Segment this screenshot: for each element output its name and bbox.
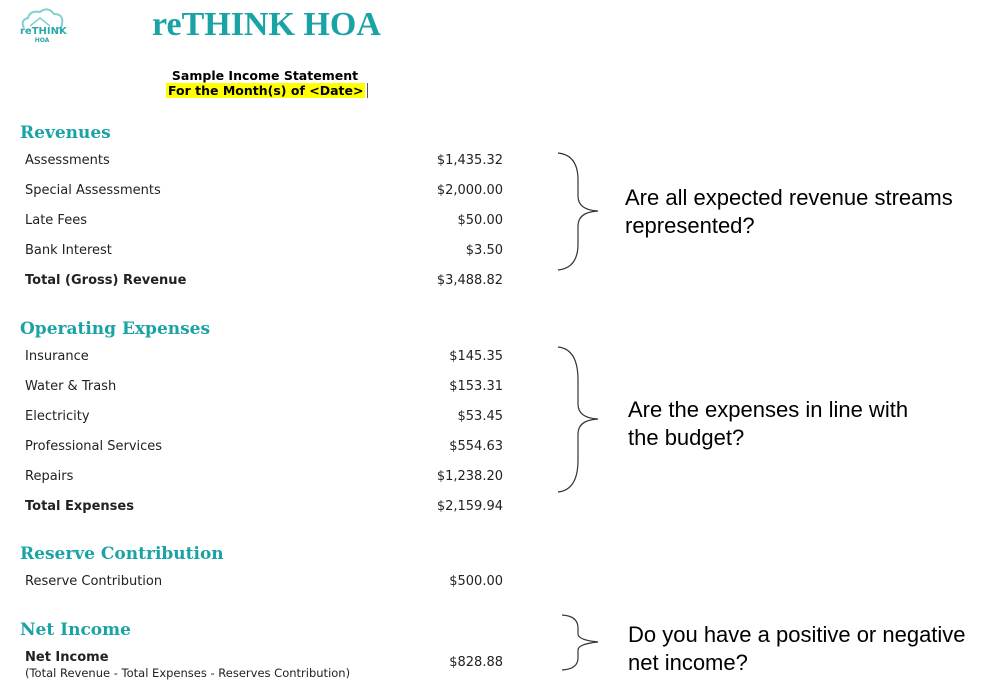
expense-value: $145.35 [449, 349, 503, 364]
expense-label: Water & Trash [25, 379, 117, 394]
revenue-value: $1,435.32 [436, 153, 503, 168]
brace-icon [561, 614, 599, 671]
revenue-label: Special Assessments [25, 183, 161, 198]
expense-value: $153.31 [449, 379, 503, 394]
statement-title: Sample Income Statement [171, 68, 359, 83]
revenue-note: Are all expected revenue streams represen… [625, 185, 953, 238]
total-expenses-value: $2,159.94 [436, 499, 503, 514]
text-cursor [367, 83, 368, 98]
revenue-label: Late Fees [25, 213, 87, 228]
logo-cloud-icon [21, 8, 64, 29]
reserve-value: $500.00 [449, 574, 503, 589]
expense-label: Professional Services [25, 439, 163, 454]
expenses-note: Are the expenses in line with the budget? [628, 397, 909, 450]
brace-icon [557, 152, 599, 271]
expenses-heading: Operating Expenses [20, 319, 211, 339]
net-income-formula: (Total Revenue - Total Expenses - Reserv… [25, 666, 351, 680]
logo-text: reTHINK HOA [20, 26, 67, 45]
revenue-value: $2,000.00 [436, 183, 503, 198]
expense-value: $1,238.20 [436, 469, 503, 484]
revenues-heading: Revenues [20, 123, 111, 143]
revenue-label: Bank Interest [25, 243, 112, 258]
net-income-heading: Net Income [20, 620, 131, 640]
net-income-label: Net Income [25, 650, 109, 665]
expense-label: Insurance [25, 349, 89, 364]
expense-label: Electricity [25, 409, 90, 424]
expense-label: Repairs [25, 469, 74, 484]
total-expenses-label: Total Expenses [25, 499, 134, 514]
total-revenue-value: $3,488.82 [436, 273, 503, 288]
net-income-note: Do you have a positive or negative net in… [628, 622, 966, 675]
brand-title: reTHINK HOA [152, 6, 381, 43]
revenue-value: $50.00 [457, 213, 504, 228]
reserve-heading: Reserve Contribution [20, 544, 224, 564]
expense-value: $53.45 [457, 409, 504, 424]
net-income-value: $828.88 [449, 655, 503, 670]
revenue-label: Assessments [25, 153, 110, 168]
brace-icon [557, 346, 599, 493]
total-revenue-label: Total (Gross) Revenue [25, 273, 187, 288]
expense-value: $554.63 [449, 439, 503, 454]
revenue-value: $3.50 [465, 243, 503, 258]
statement-period: For the Month(s) of <Date> [166, 83, 366, 98]
reserve-label: Reserve Contribution [25, 574, 163, 589]
